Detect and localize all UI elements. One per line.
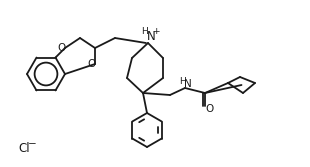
Text: N: N — [147, 30, 155, 42]
Text: O: O — [87, 59, 95, 69]
Text: −: − — [28, 139, 37, 149]
Text: Cl: Cl — [18, 141, 30, 154]
Text: H: H — [179, 76, 185, 86]
Text: O: O — [206, 104, 214, 114]
Text: O: O — [57, 43, 65, 53]
Text: H: H — [142, 27, 148, 36]
Text: N: N — [184, 79, 192, 89]
Text: +: + — [152, 27, 160, 36]
